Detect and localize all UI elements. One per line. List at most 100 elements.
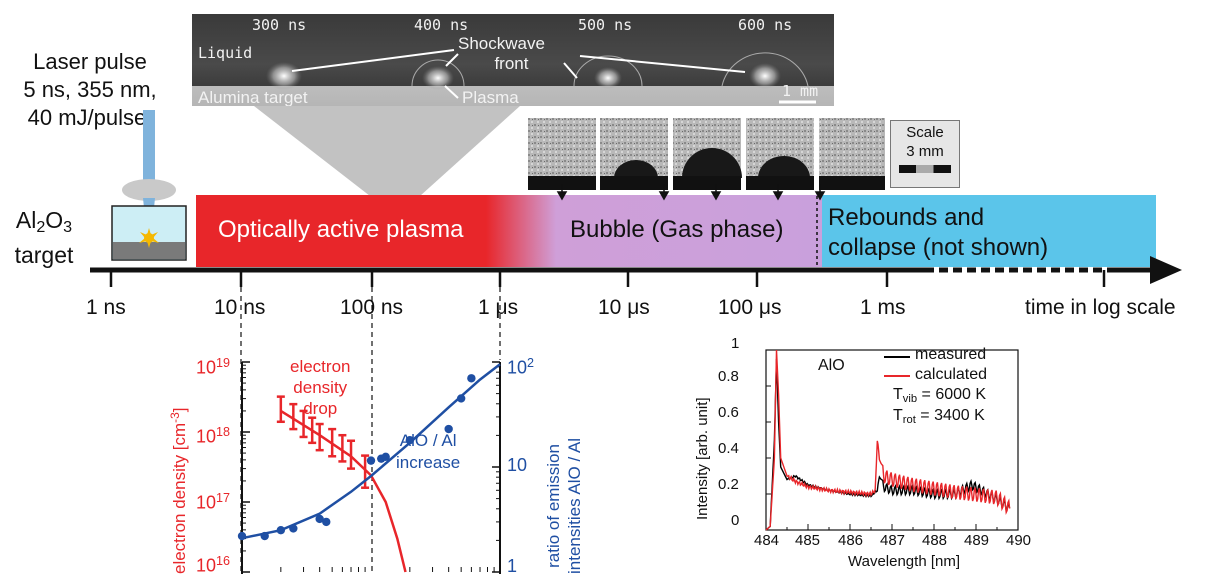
ratio-data-point: [444, 424, 453, 434]
left-tick-1e17-exp: 17: [216, 491, 231, 505]
spectrum-ytick-0.4: 0.4: [718, 440, 739, 457]
left-axis-tick-1e16: 1016: [196, 554, 230, 574]
bubble-photo-strip: [528, 118, 888, 190]
bubble-time-arrows: [556, 184, 826, 201]
left-tick-1e18-exp: 18: [216, 425, 231, 439]
timeline-ticks: [109, 270, 1106, 287]
left-tick-1e19-exp: 19: [216, 356, 231, 370]
spectrum-ytick-0.6: 0.6: [718, 404, 739, 421]
plasma-glow-500ns: [594, 67, 622, 89]
laser-line-3: 40 mJ/pulse,: [27, 105, 153, 130]
left-tick-1e16-exp: 16: [216, 554, 231, 568]
ratio-annot-1: AlO / Al: [399, 431, 457, 450]
bubble-photos: [528, 118, 885, 190]
pointer-line-shock-mid: [445, 53, 459, 67]
laser-setup-illustration: [111, 110, 187, 261]
spectrum-ylabel: Intensity [arb. unit]: [694, 397, 711, 520]
plasma-glow-400ns: [422, 66, 454, 90]
tvib-value: = 6000 K: [917, 386, 987, 403]
rebound-line-1: Rebounds and: [828, 204, 985, 231]
tvib-prefix: T: [893, 386, 903, 403]
legend-measured-label: measured: [915, 346, 987, 363]
spectrum-xtick-488: 488: [922, 532, 948, 549]
tick-1us: 1 μs: [478, 296, 519, 319]
scale-title: Scale: [906, 124, 944, 141]
tick-1ns: 1 ns: [86, 296, 126, 319]
legend-calculated-label: calculated: [915, 366, 988, 383]
trot-sub: rot: [902, 413, 916, 426]
right-tick-100-exp: 2: [527, 356, 535, 370]
scale-bar: [899, 165, 951, 173]
ratio-data-point: [289, 524, 298, 533]
electron-annot-1: electron: [290, 357, 351, 376]
target-label: Al2O3 target: [4, 206, 84, 269]
spectrum-ytick-0: 0: [731, 512, 740, 529]
time-500ns: 500 ns: [578, 16, 633, 34]
left-tick-1e16-base: 10: [196, 555, 217, 574]
electron-density-annotation: electron density drop: [290, 356, 350, 419]
spectrum-xtick-484: 484: [754, 532, 780, 549]
zoom-funnel: [254, 106, 520, 196]
shock-front-600ns: [721, 52, 809, 87]
ratio-annotation: AlO / Al increase: [396, 430, 460, 474]
target-formula-sub1: 2: [36, 218, 46, 237]
pointer-line-shock-right: [563, 62, 578, 79]
bubble-frame-4: [746, 118, 814, 190]
shock-front-500ns: [573, 55, 643, 87]
tick-10us: 10 μs: [598, 296, 650, 319]
right-axis-tick-1: 1: [507, 556, 518, 574]
emission-ratio-points: [237, 374, 476, 541]
rebound-line-2: collapse (not shown): [828, 234, 1049, 261]
emission-ratio-fit-line: [241, 363, 501, 540]
trot-value: = 3400 K: [915, 407, 985, 424]
target-formula-mid: O: [45, 207, 64, 233]
ratio-data-point: [467, 374, 476, 383]
spectrum-xtick-487: 487: [880, 532, 906, 549]
right-axis-label-1: ratio of emission: [544, 444, 563, 568]
target-formula-base: Al: [15, 207, 37, 233]
spectrum-chart: [765, 349, 1019, 531]
plasma-glow-300ns: [266, 62, 302, 90]
spectrum-xlabel: Wavelength [nm]: [848, 553, 960, 570]
target-formula-sub2: 3: [63, 218, 73, 237]
tvib-sub: vib: [902, 392, 918, 405]
left-axis-tick-1e17: 1017: [196, 491, 230, 513]
tick-100ns: 100 ns: [340, 296, 404, 319]
scale-box: Scale 3 mm: [890, 120, 960, 188]
shockwave-line-1: Shockwave: [458, 34, 545, 53]
pointer-line-plasma: [444, 85, 459, 99]
laser-pulse-label: Laser pulse 5 ns, 355 nm, 40 mJ/pulse,: [0, 48, 180, 132]
shockwave-photo: 300 ns 400 ns 500 ns 600 ns Liquid Shock…: [192, 14, 834, 107]
phase-rebound-label: Rebounds and collapse (not shown): [828, 203, 1048, 263]
left-tick-1e19-base: 10: [196, 357, 217, 378]
ratio-data-point: [260, 531, 269, 541]
pointer-line-shock-left: [291, 49, 455, 72]
spectrum-ytick-1: 1: [731, 335, 740, 352]
bubble-frame-5: [819, 118, 885, 190]
right-axis-label-2: intensities AlO / Al: [565, 437, 584, 574]
shockwave-overlay: [266, 49, 816, 104]
plasma-label: Plasma: [462, 88, 519, 107]
right-axis-tick-100: 102: [507, 356, 534, 378]
laser-line-1: Laser pulse: [33, 49, 147, 74]
ratio-data-point: [456, 394, 466, 403]
left-tick-1e18-base: 10: [196, 426, 217, 447]
tick-1ms: 1 ms: [860, 296, 906, 319]
spectrum-ytick-0.2: 0.2: [718, 476, 739, 493]
ratio-data-point: [276, 526, 286, 535]
right-axis-tick-10: 10: [507, 455, 528, 475]
left-axis-tick-1e19: 1019: [196, 356, 230, 378]
timeline-axis-label: time in log scale: [1025, 296, 1176, 319]
left-axis-label-sup: -3: [168, 412, 182, 423]
electron-density-errorbars: [276, 395, 370, 489]
time-600ns: 600 ns: [738, 16, 793, 34]
tvib-label: Tvib = 6000 K: [893, 386, 986, 405]
tick-10ns: 10 ns: [214, 296, 266, 319]
alumina-target-label: Alumina target: [198, 88, 308, 107]
chart1-frame: [241, 361, 501, 574]
laser-beam: [143, 110, 155, 182]
left-axis-label-end: ]: [169, 407, 189, 413]
alumina-target-block: [113, 242, 185, 259]
spectrum-xtick-485: 485: [795, 532, 821, 549]
